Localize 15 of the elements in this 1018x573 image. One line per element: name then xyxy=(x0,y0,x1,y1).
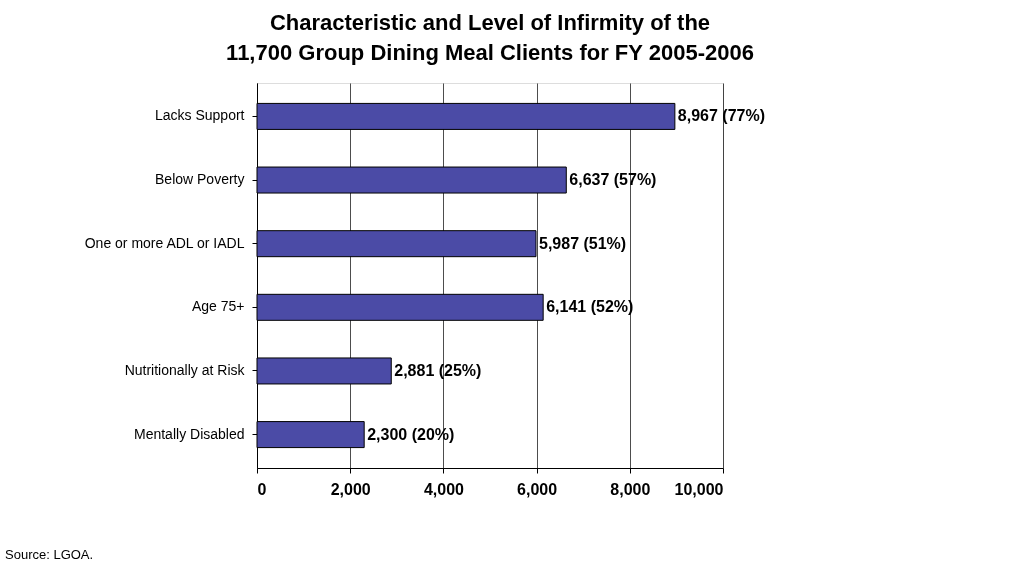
x-tick-label: 2,000 xyxy=(330,480,371,498)
y-tick-label: Below Poverty xyxy=(155,171,245,188)
x-tick-label: 0 xyxy=(257,480,267,498)
source-note: Source: LGOA. xyxy=(5,547,94,562)
x-tick-label: 8,000 xyxy=(610,480,651,498)
y-tick-label: Lacks Support xyxy=(155,107,245,124)
y-tick-label: One or more ADL or IADL xyxy=(84,234,245,251)
y-tick-label: Nutritionally at Risk xyxy=(124,361,246,378)
x-tick-label: 6,000 xyxy=(517,480,558,498)
x-tick-label: 4,000 xyxy=(423,480,465,498)
y-tick-label: Mentally Disabled xyxy=(134,425,245,442)
chart-title: Characteristic and Level of Infirmity of the 11,700 Group Dining Meal Clients for FY 2005-2006 xyxy=(226,10,754,65)
data-label: 5,987 (51%) xyxy=(538,234,627,252)
y-tick-label: Age 75+ xyxy=(191,298,245,315)
x-tick-label: 10,000 xyxy=(674,480,724,498)
